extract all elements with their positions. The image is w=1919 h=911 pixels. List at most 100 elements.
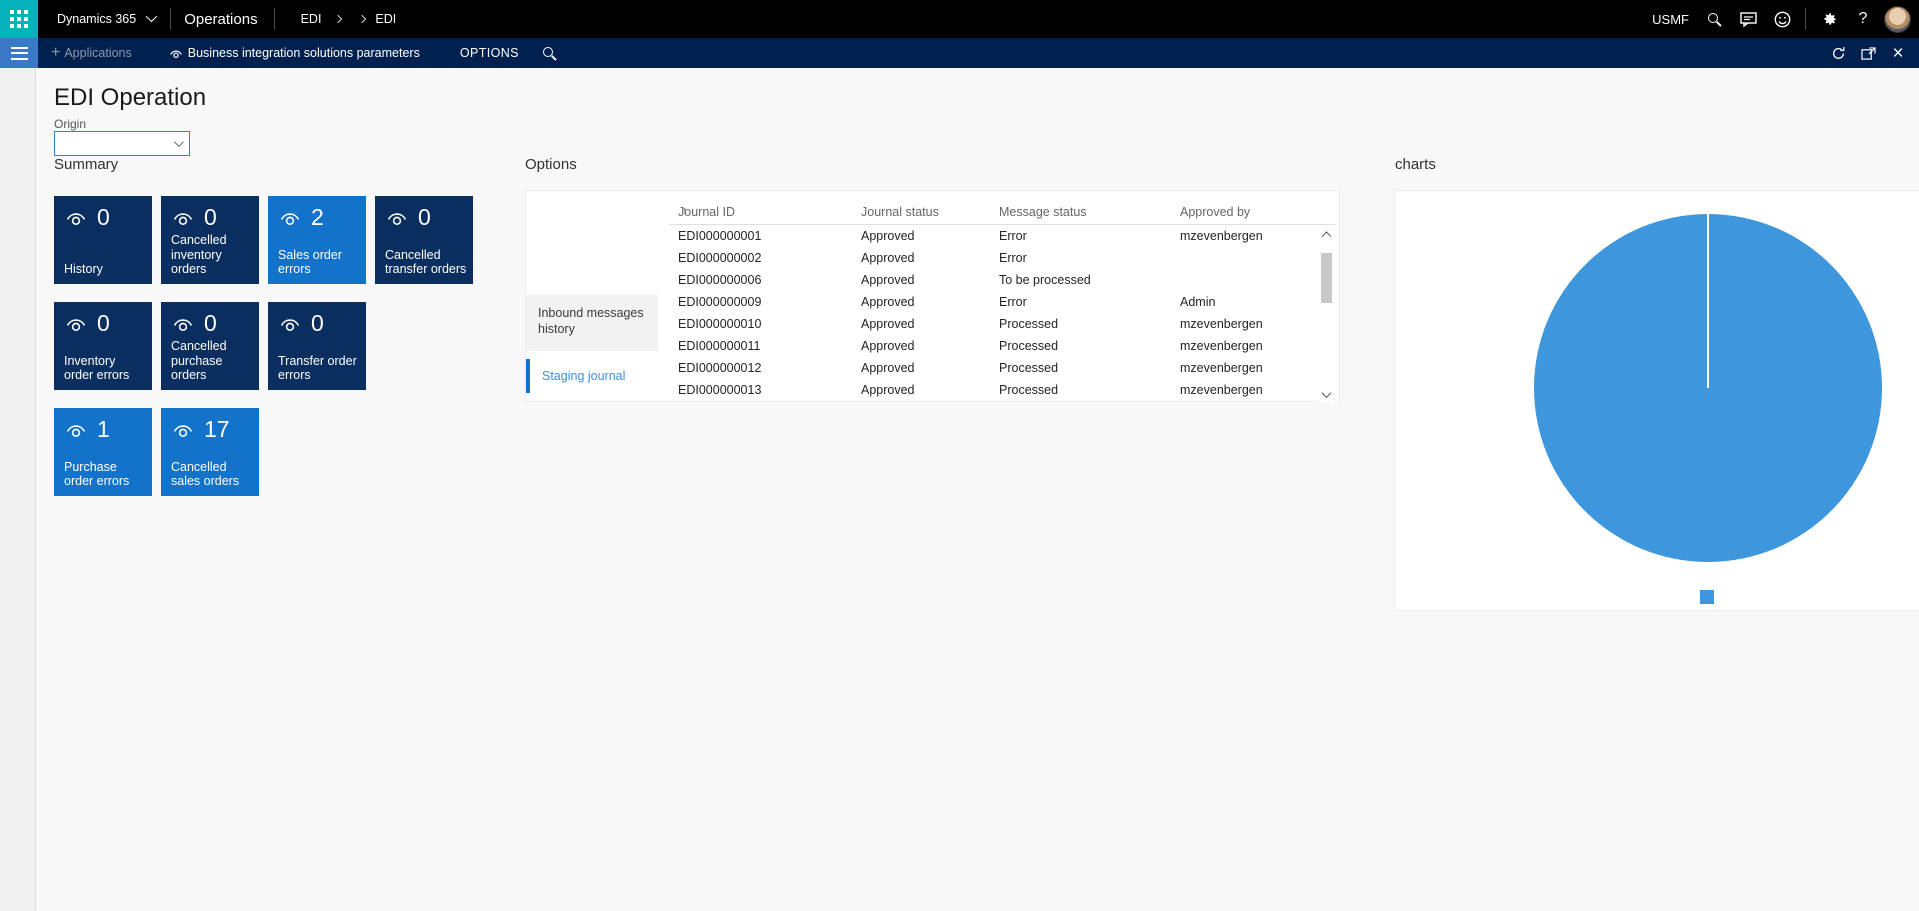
journal-id-link[interactable]: EDI000000009	[678, 295, 762, 309]
table-row[interactable]: EDI000000013 Approved Processed mzevenbe…	[526, 379, 1316, 401]
journal-id-link[interactable]: EDI000000011	[678, 339, 761, 353]
company-selector[interactable]: USMF	[1652, 11, 1689, 27]
sentiment-button[interactable]	[1765, 0, 1799, 38]
tile-label: Purchase order errors	[64, 459, 130, 489]
journal-id-link[interactable]: EDI000000012	[678, 361, 762, 375]
eye-icon	[66, 424, 86, 437]
summary-tile-cancelled-purchase-orders[interactable]: 0 Cancelled purchase orders	[161, 302, 259, 390]
journal-status-cell: Approved	[861, 339, 915, 353]
legend-swatch[interactable]	[1700, 590, 1714, 604]
tile-count: 0	[97, 310, 110, 336]
charts-panel	[1394, 190, 1919, 611]
dynamics365-menu[interactable]: Dynamics 365	[57, 10, 158, 26]
tab-staging-journal[interactable]: Staging journal	[526, 359, 658, 393]
top-app-bar: Dynamics 365 Operations EDI EDI USMF	[0, 0, 1919, 38]
table-row[interactable]: EDI000000012 Approved Processed mzevenbe…	[526, 357, 1316, 379]
message-status-cell: Processed	[999, 339, 1059, 353]
waffle-icon	[10, 10, 28, 28]
close-button[interactable]: ×	[1885, 38, 1911, 68]
origin-dropdown[interactable]	[54, 131, 190, 156]
feedback-button[interactable]	[1731, 0, 1765, 38]
tile-label: Cancelled sales orders	[171, 459, 240, 489]
summary-tile-cancelled-inventory-orders[interactable]: 0 Cancelled inventory orders	[161, 196, 259, 284]
close-icon: ×	[1892, 42, 1904, 64]
column-header-approved-by[interactable]: Approved by	[1180, 205, 1251, 219]
divider	[273, 8, 275, 30]
table-row[interactable]: EDI000000006 Approved To be processed	[526, 269, 1316, 291]
breadcrumb-item-edi[interactable]: EDI	[301, 12, 322, 26]
vertical-scrollbar[interactable]	[1318, 225, 1335, 402]
parameters-link[interactable]: Business integration solutions parameter…	[169, 46, 420, 60]
scrollbar-thumb[interactable]	[1321, 253, 1332, 303]
scroll-up-button[interactable]	[1318, 225, 1335, 241]
approved-by-link[interactable]: mzevenbergen	[1180, 229, 1263, 243]
journal-status-cell: Approved	[861, 229, 915, 243]
journal-status-cell: Approved	[861, 317, 915, 331]
summary-tile-cancelled-transfer-orders[interactable]: 0 Cancelled transfer orders	[375, 196, 473, 284]
eye-icon	[173, 424, 193, 437]
tile-label: Cancelled purchase orders	[171, 338, 227, 383]
summary-tile-sales-order-errors[interactable]: 2 Sales order errors	[268, 196, 366, 284]
user-avatar[interactable]	[1884, 5, 1911, 33]
origin-field-label: Origin	[54, 117, 87, 131]
journal-id-link[interactable]: EDI000000006	[678, 273, 762, 287]
charts-section-label: charts	[1395, 156, 1436, 173]
table-row[interactable]: EDI000000011 Approved Processed mzevenbe…	[526, 335, 1316, 357]
chevron-down-icon	[173, 137, 184, 148]
summary-tile-history[interactable]: 0 History	[54, 196, 152, 284]
summary-section-label: Summary	[54, 156, 119, 173]
journal-status-cell: Approved	[861, 251, 915, 265]
settings-button[interactable]	[1812, 0, 1846, 38]
summary-tile-inventory-order-errors[interactable]: 0 Inventory order errors	[54, 302, 152, 390]
eye-icon	[387, 212, 407, 225]
options-panel: Inbound messages history Staging journal…	[525, 190, 1340, 402]
column-header-journal-status[interactable]: Journal status	[861, 205, 939, 219]
options-label: OPTIONS	[459, 46, 519, 60]
tab-inbound-messages-history[interactable]: Inbound messages history	[526, 295, 658, 351]
app-name-label: Dynamics 365	[57, 12, 137, 26]
sort-ascending-icon: ↑	[682, 205, 688, 217]
app-launcher-button[interactable]	[0, 0, 38, 38]
table-row[interactable]: EDI000000002 Approved Error	[526, 247, 1316, 269]
column-header-message-status[interactable]: Message status	[999, 205, 1087, 219]
tab-label: Inbound messages history	[538, 306, 644, 337]
chevron-down-icon	[1321, 387, 1332, 398]
journal-id-link[interactable]: EDI000000001	[678, 229, 762, 243]
collapsed-nav-rail[interactable]	[0, 68, 36, 911]
breadcrumb-label: EDI	[375, 12, 397, 26]
summary-tile-cancelled-sales-orders[interactable]: 17 Cancelled sales orders	[161, 408, 259, 496]
tile-label: Transfer order errors	[278, 353, 357, 383]
search-button[interactable]	[1697, 0, 1731, 38]
journal-id-link[interactable]: EDI000000013	[678, 383, 762, 397]
topbar-right-cluster: USMF ?	[1652, 0, 1919, 38]
tile-count: 0	[311, 310, 324, 336]
command-bar: + Applications Business integration solu…	[0, 38, 1919, 68]
nav-pane-toggle-button[interactable]	[0, 38, 38, 68]
message-status-cell: Error	[999, 229, 1027, 243]
breadcrumb-item-edi-2[interactable]: EDI	[375, 12, 396, 26]
command-search-button[interactable]	[537, 38, 563, 68]
journal-id-link[interactable]: EDI000000010	[678, 317, 762, 331]
refresh-button[interactable]	[1825, 38, 1851, 68]
approved-by-cell: Admin	[1180, 295, 1216, 309]
tile-count: 0	[204, 310, 217, 336]
table-row[interactable]: EDI000000009 Approved Error Admin	[526, 291, 1316, 313]
tab-label: Staging journal	[542, 369, 626, 383]
tile-label: Cancelled transfer orders	[385, 247, 467, 277]
table-row[interactable]: EDI000000010 Approved Processed mzevenbe…	[526, 313, 1316, 335]
message-icon	[1739, 11, 1757, 27]
table-row[interactable]: EDI000000001 Approved Error mzevenbergen	[526, 225, 1316, 247]
eye-icon	[66, 212, 86, 225]
summary-tile-transfer-order-errors[interactable]: 0 Transfer order errors	[268, 302, 366, 390]
applications-button[interactable]: + Applications	[51, 45, 132, 61]
breadcrumb-chevron-icon	[358, 14, 367, 24]
journal-status-cell: Approved	[861, 273, 915, 287]
open-in-new-window-button[interactable]	[1855, 38, 1881, 68]
breadcrumb-label: EDI	[300, 12, 322, 26]
scroll-down-button[interactable]	[1318, 386, 1335, 402]
help-button[interactable]: ?	[1846, 0, 1880, 38]
eye-icon	[173, 318, 193, 331]
journal-id-link[interactable]: EDI000000002	[678, 251, 762, 265]
summary-tile-purchase-order-errors[interactable]: 1 Purchase order errors	[54, 408, 152, 496]
options-menu[interactable]: OPTIONS	[460, 46, 519, 60]
